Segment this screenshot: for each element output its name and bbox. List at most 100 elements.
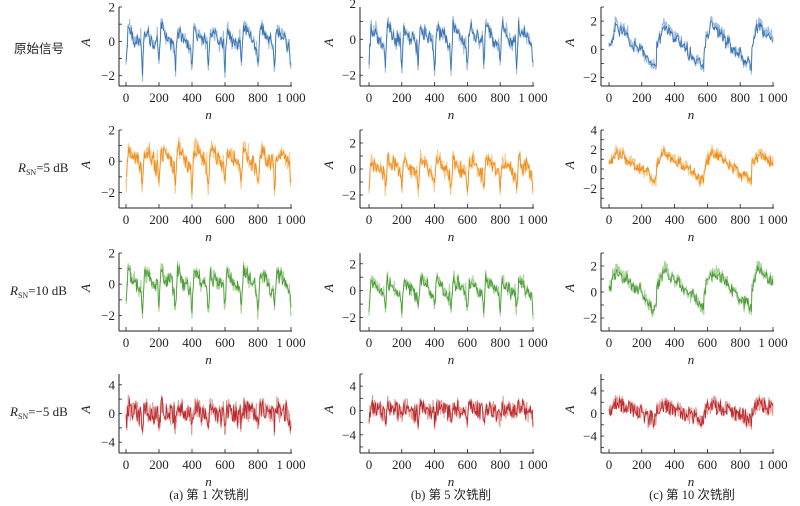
series-line-light bbox=[368, 394, 534, 431]
x-tick-label: 800 bbox=[248, 335, 268, 350]
panel-caption-c: (c) 第 10 次铣削 bbox=[649, 488, 735, 502]
y-axis-label: A bbox=[321, 38, 336, 47]
x-tick-label: 600 bbox=[215, 457, 235, 472]
series-line bbox=[608, 397, 774, 427]
row-label-symbol: R bbox=[10, 404, 18, 419]
x-axis-label: n bbox=[688, 229, 695, 244]
y-axis-label: A bbox=[321, 284, 336, 293]
y-tick-label: −2 bbox=[101, 308, 115, 323]
y-tick-label: 4 bbox=[350, 379, 357, 394]
x-tick-label: 0 bbox=[606, 212, 613, 227]
x-tick-label: 600 bbox=[698, 212, 718, 227]
panel-b-snr5: −2 0 2 A 0 200 400 600 800 1 000 n bbox=[321, 129, 548, 244]
x-axis-label: n bbox=[205, 107, 212, 122]
x-tick-label: 800 bbox=[490, 90, 510, 105]
y-axis-label: A bbox=[562, 284, 577, 293]
y-axis-label: A bbox=[78, 38, 93, 47]
series-line bbox=[368, 398, 534, 428]
y-tick-label: −2 bbox=[583, 70, 597, 85]
y-tick-label: 0 bbox=[109, 406, 116, 421]
y-tick-label: 4 bbox=[591, 383, 598, 398]
y-tick-label: −2 bbox=[342, 188, 356, 203]
x-axis-label: n bbox=[688, 107, 695, 122]
x-tick-label: 800 bbox=[248, 457, 268, 472]
y-tick-label: −2 bbox=[583, 311, 597, 326]
row-label-subscript: SN bbox=[17, 291, 29, 300]
x-tick-label: 800 bbox=[730, 457, 750, 472]
x-tick-label: 1 000 bbox=[276, 335, 305, 350]
y-tick-label: −2 bbox=[101, 185, 115, 200]
x-tick-label: 0 bbox=[606, 457, 613, 472]
row-label-subscript: SN bbox=[17, 412, 29, 421]
series-line-light bbox=[368, 149, 534, 198]
panel-a-snr-5: −4 0 4 A 0 200 400 600 800 1 000 n bbox=[78, 374, 306, 489]
panel-b-original: −2 0 2 A 0 200 400 600 800 1 000 n bbox=[321, 0, 548, 122]
x-tick-label: 200 bbox=[149, 90, 169, 105]
series-line bbox=[608, 148, 774, 185]
y-axis-label: A bbox=[321, 405, 336, 414]
x-tick-label: 400 bbox=[182, 457, 202, 472]
series-line-light bbox=[368, 270, 534, 320]
x-tick-label: 200 bbox=[149, 457, 169, 472]
x-axis-label: n bbox=[688, 474, 695, 489]
x-tick-label: 1 000 bbox=[276, 457, 305, 472]
row-label-snr-5: RSN=−5 dB bbox=[10, 404, 68, 421]
x-tick-label: 800 bbox=[730, 335, 750, 350]
x-tick-label: 200 bbox=[392, 335, 412, 350]
panel-a-snr10: −2 0 2 A 0 200 400 600 800 1 000 n bbox=[78, 246, 306, 368]
x-tick-label: 800 bbox=[490, 212, 510, 227]
row-label-snr5: RSN=5 dB bbox=[18, 160, 68, 177]
y-axis-label: A bbox=[78, 284, 93, 293]
y-axis-label: A bbox=[321, 161, 336, 170]
series-line-light bbox=[125, 18, 292, 82]
y-tick-label: 0 bbox=[350, 403, 357, 418]
x-tick-label: 600 bbox=[698, 457, 718, 472]
series-line bbox=[368, 273, 534, 316]
x-tick-label: 600 bbox=[215, 212, 235, 227]
series-line bbox=[125, 264, 292, 314]
x-tick-label: 600 bbox=[698, 335, 718, 350]
x-tick-label: 400 bbox=[182, 212, 202, 227]
series-line bbox=[608, 265, 774, 314]
y-tick-label: 0 bbox=[109, 277, 116, 292]
y-tick-label: 0 bbox=[591, 42, 598, 57]
x-tick-label: 0 bbox=[366, 90, 373, 105]
x-tick-label: 200 bbox=[632, 335, 652, 350]
x-axis-label: n bbox=[448, 352, 455, 367]
y-axis-label: A bbox=[78, 405, 93, 414]
x-tick-label: 0 bbox=[366, 335, 373, 350]
y-tick-label: 4 bbox=[109, 377, 116, 392]
x-tick-label: 0 bbox=[366, 457, 373, 472]
x-axis-label: n bbox=[448, 107, 455, 122]
y-tick-label: 0 bbox=[591, 162, 598, 177]
x-tick-label: 200 bbox=[149, 212, 169, 227]
x-tick-label: 1 000 bbox=[758, 212, 787, 227]
y-tick-label: −2 bbox=[342, 310, 356, 325]
x-tick-label: 800 bbox=[490, 335, 510, 350]
x-axis-label: n bbox=[448, 474, 455, 489]
x-tick-label: 200 bbox=[149, 335, 169, 350]
x-tick-label: 600 bbox=[215, 335, 235, 350]
y-tick-label: 4 bbox=[591, 123, 598, 138]
y-tick-label: 2 bbox=[591, 14, 598, 29]
row-label-value: =−5 dB bbox=[28, 404, 68, 419]
x-tick-label: 600 bbox=[458, 457, 478, 472]
x-axis-label: n bbox=[205, 474, 212, 489]
x-tick-label: 1 000 bbox=[758, 457, 787, 472]
y-axis-label: A bbox=[78, 161, 93, 170]
x-tick-label: 1 000 bbox=[518, 457, 547, 472]
row-label-value: =5 dB bbox=[36, 160, 69, 175]
y-tick-label: 0 bbox=[109, 154, 116, 169]
row-label-text: 原始信号 bbox=[14, 41, 65, 56]
panel-c-snr5: −2 0 2 4 A 0 200 400 600 800 1 000 n bbox=[562, 123, 788, 245]
y-tick-label: −4 bbox=[583, 429, 597, 444]
y-axis-label: A bbox=[562, 161, 577, 170]
panel-b-snr-5: −4 0 4 A 0 200 400 600 800 1 000 n bbox=[321, 373, 548, 489]
y-tick-label: 2 bbox=[591, 142, 598, 157]
y-tick-label: 2 bbox=[350, 256, 357, 271]
x-axis-label: n bbox=[448, 229, 455, 244]
x-tick-label: 200 bbox=[632, 457, 652, 472]
panel-c-snr10: −2 0 2 A 0 200 400 600 800 1 000 n bbox=[562, 252, 788, 367]
panel-a-snr5: −2 0 2 A 0 200 400 600 800 1 000 n bbox=[78, 123, 306, 245]
